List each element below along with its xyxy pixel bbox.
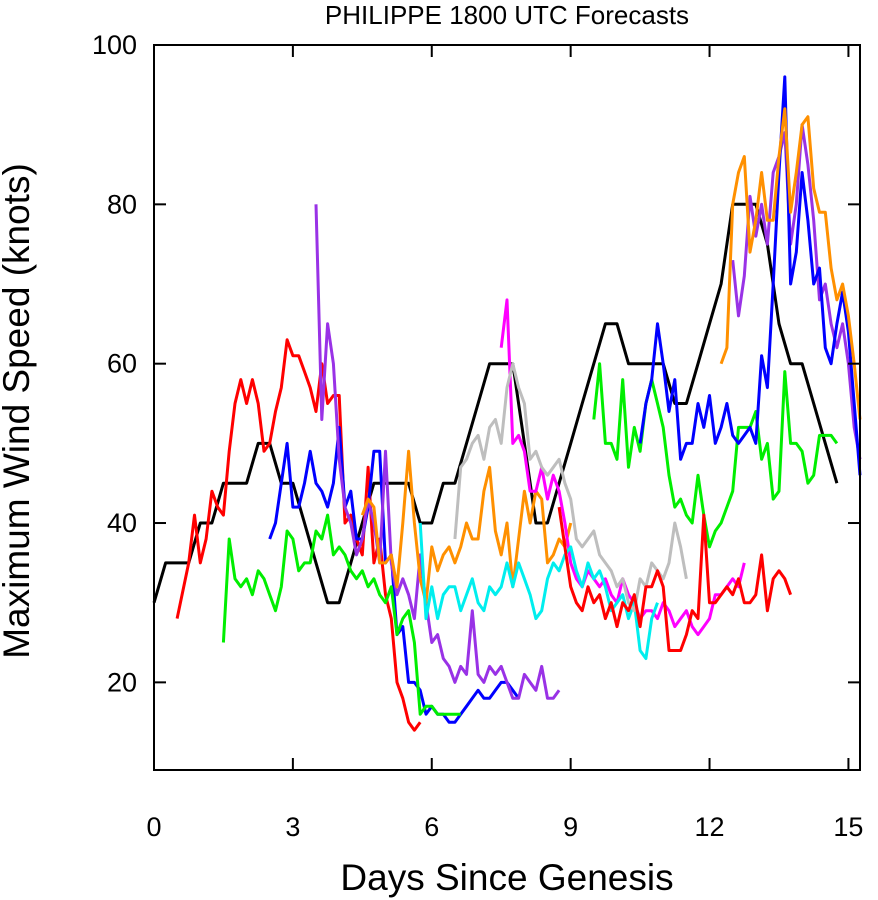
plot-frame xyxy=(153,44,861,771)
y-tick-label: 60 xyxy=(107,349,137,379)
y-tick-label: 80 xyxy=(107,189,137,219)
axis-ticks: 0 3 6 9 12 15 20 40 60 80 100 xyxy=(92,30,864,842)
series-line-6 xyxy=(314,204,561,700)
series-line-13 xyxy=(453,362,688,613)
series-line-14 xyxy=(557,506,793,652)
x-axis-label: Days Since Genesis xyxy=(340,857,673,898)
x-tick-label: 12 xyxy=(695,812,725,842)
x-tick-label: 15 xyxy=(833,812,863,842)
x-tick-label: 6 xyxy=(424,812,439,842)
y-axis-label: Maximum Wind Speed (knots) xyxy=(0,163,37,659)
series-line-10 xyxy=(719,107,862,420)
y-tick-label: 40 xyxy=(107,508,137,538)
y-tick-label: 20 xyxy=(107,667,137,697)
chart-title: PHILIPPE 1800 UTC Forecasts xyxy=(325,0,689,30)
series-line-5 xyxy=(592,362,839,549)
series-lines xyxy=(152,75,862,732)
series-line-8 xyxy=(638,75,862,476)
x-tick-label: 0 xyxy=(146,812,161,842)
x-tick-label: 9 xyxy=(563,812,578,842)
y-tick-label: 100 xyxy=(92,30,137,60)
series-line-4 xyxy=(221,513,461,716)
series-line-12 xyxy=(418,522,659,660)
series-line-1 xyxy=(152,202,839,605)
series-line-3 xyxy=(268,425,520,724)
x-tick-label: 3 xyxy=(285,812,300,842)
